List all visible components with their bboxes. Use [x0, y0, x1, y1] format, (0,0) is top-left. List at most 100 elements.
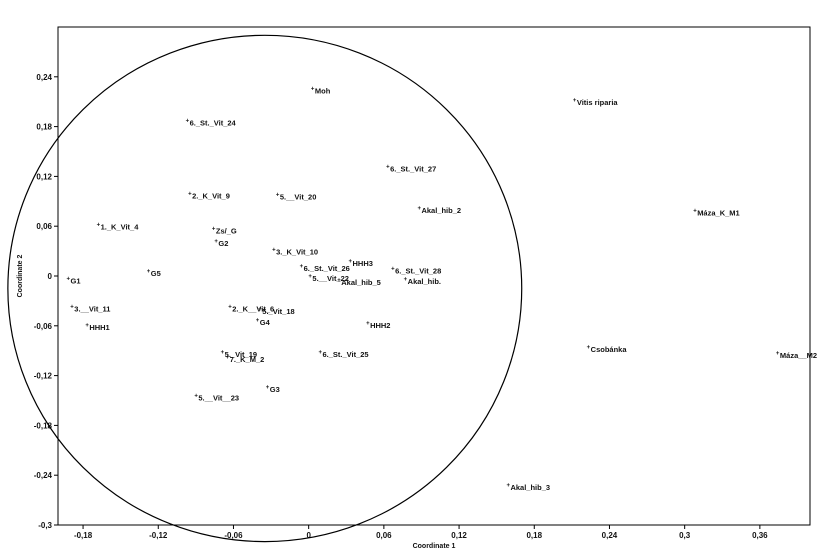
data-point: +5._Vit_19	[221, 350, 257, 359]
data-point: + G1	[67, 276, 81, 285]
point-label: Akal_hib_5	[341, 278, 381, 287]
point-marker: +	[391, 266, 395, 272]
point-marker: +	[226, 355, 230, 361]
point-marker: +	[186, 119, 190, 125]
point-marker: +	[366, 321, 370, 327]
point-marker: +	[85, 323, 89, 329]
data-point: +5.__Vit_20	[276, 192, 317, 201]
point-label: 7._K_M_2	[230, 355, 265, 364]
point-marker: +	[228, 305, 232, 311]
data-point: +6._St._Vit_28	[391, 266, 441, 275]
point-marker: +	[256, 318, 260, 324]
point-marker: +	[276, 192, 280, 198]
point-marker: +	[214, 239, 218, 245]
data-point: + HHH2	[366, 321, 390, 330]
data-point: + G2	[214, 239, 228, 248]
point-label: 2._K_Vit_9	[192, 192, 230, 201]
point-marker: +	[404, 277, 408, 283]
data-point: + Máza_K_M1	[693, 208, 740, 217]
point-marker: +	[194, 393, 198, 399]
data-point: + Akal_hib.	[404, 277, 441, 286]
data-point: +5.__Vit_22	[308, 274, 349, 283]
point-label: 3._K_Vit_10	[276, 247, 318, 256]
point-marker: +	[318, 350, 322, 356]
point-marker: +	[693, 208, 697, 214]
x-tick-label: -0,06	[224, 531, 243, 540]
x-tick-label: 0,06	[376, 531, 392, 540]
x-tick-label: -0,18	[74, 531, 93, 540]
point-label: 6._St._Vit_28	[395, 266, 441, 275]
data-point: + Akal_hib_3	[506, 483, 550, 492]
point-label: Akal_hib_3	[510, 483, 550, 492]
x-tick-label: -0,12	[149, 531, 168, 540]
point-label: Moh	[315, 86, 331, 95]
point-marker: +	[300, 264, 304, 270]
point-label: 5._Vit_19	[225, 350, 257, 359]
y-tick-label: -0,12	[34, 372, 53, 381]
point-label: 6._St._Vit_27	[390, 164, 436, 173]
data-point: +2._K__Vit_6	[228, 305, 274, 314]
point-label: 2._K__Vit_6	[232, 305, 274, 314]
point-marker: +	[272, 247, 276, 253]
point-label: HHH2	[370, 321, 390, 330]
point-marker: +	[573, 98, 577, 104]
x-axis: -0,18 -0,12 -0,06 0 0,06 0,12 0,18 0,24 0,3 0,36	[74, 525, 768, 540]
point-marker: +	[258, 307, 262, 313]
data-point: +5.__Vit__23	[194, 393, 239, 402]
x-tick-label: 0,24	[602, 531, 618, 540]
confidence-ellipse	[7, 34, 523, 543]
y-axis-title: Coordinate 2	[17, 255, 24, 298]
data-point: +6._St._Vit_27	[386, 164, 436, 173]
point-marker: +	[337, 278, 341, 284]
point-layer: + Moh+ Vitis riparia+ 6._St._Vit_24+ 6._St._…	[67, 86, 817, 492]
point-label: G1	[71, 276, 81, 285]
y-tick-label: 0,12	[36, 172, 52, 181]
point-label: Vitis riparia	[577, 98, 619, 107]
point-marker: +	[349, 259, 353, 265]
point-label: Zs/_G	[216, 227, 237, 236]
point-label: 6._St._Vit_26	[304, 264, 350, 273]
data-point: +7._K_M_2	[226, 355, 265, 364]
point-label: Csobánka	[591, 345, 628, 354]
y-tick-label: -0,3	[38, 521, 52, 530]
point-marker: +	[70, 305, 74, 311]
data-point: + Moh	[311, 86, 331, 95]
point-marker: +	[587, 345, 591, 351]
point-marker: +	[311, 86, 315, 92]
data-point: +3._K_Vit_10	[272, 247, 318, 256]
point-label: Akal_hib.	[408, 277, 441, 286]
x-tick-label: 0,18	[526, 531, 542, 540]
point-marker: +	[67, 276, 71, 282]
data-point: +2._K_Vit_9	[188, 192, 230, 201]
y-tick-label: 0,24	[36, 73, 52, 82]
point-label: Máza__M2	[780, 351, 817, 360]
point-marker: +	[506, 483, 510, 489]
point-label: Máza_K_M1	[697, 208, 740, 217]
data-point: + Csobánka	[587, 345, 628, 354]
point-label: 1._K_Vit_4	[101, 222, 140, 231]
point-label: 5.__Vit_20	[280, 192, 317, 201]
point-marker: +	[308, 274, 312, 280]
data-point: +6._St._Vit_25	[318, 350, 368, 359]
data-point: + G3	[266, 385, 280, 394]
point-marker: +	[417, 206, 421, 212]
data-point: + Zs/_G	[212, 227, 237, 236]
point-marker: +	[97, 222, 101, 228]
plot-frame	[57, 26, 811, 526]
point-label: 5.__Vit_22	[312, 274, 349, 283]
data-point: + Máza__M2	[776, 351, 817, 360]
point-label: 6._St._Vit_24	[190, 119, 237, 128]
point-marker: +	[386, 164, 390, 170]
point-marker: +	[776, 351, 780, 357]
y-tick-label: -0,18	[34, 421, 53, 430]
y-axis: 0,24 0,18 0,12 0,06 0 -0,06 -0,12 -0,18 -0,24 -0,…	[34, 73, 58, 530]
x-axis-title: Coordinate 1	[413, 543, 456, 550]
point-label: 5.__Vit__23	[198, 393, 239, 402]
point-marker: +	[147, 269, 151, 275]
y-tick-label: -0,06	[34, 322, 53, 331]
data-point: + HHH3	[349, 259, 373, 268]
data-point: +1._K_Vit_4	[97, 222, 140, 231]
y-tick-label: 0,18	[36, 123, 52, 132]
point-label: 6._St._Vit_25	[322, 350, 368, 359]
